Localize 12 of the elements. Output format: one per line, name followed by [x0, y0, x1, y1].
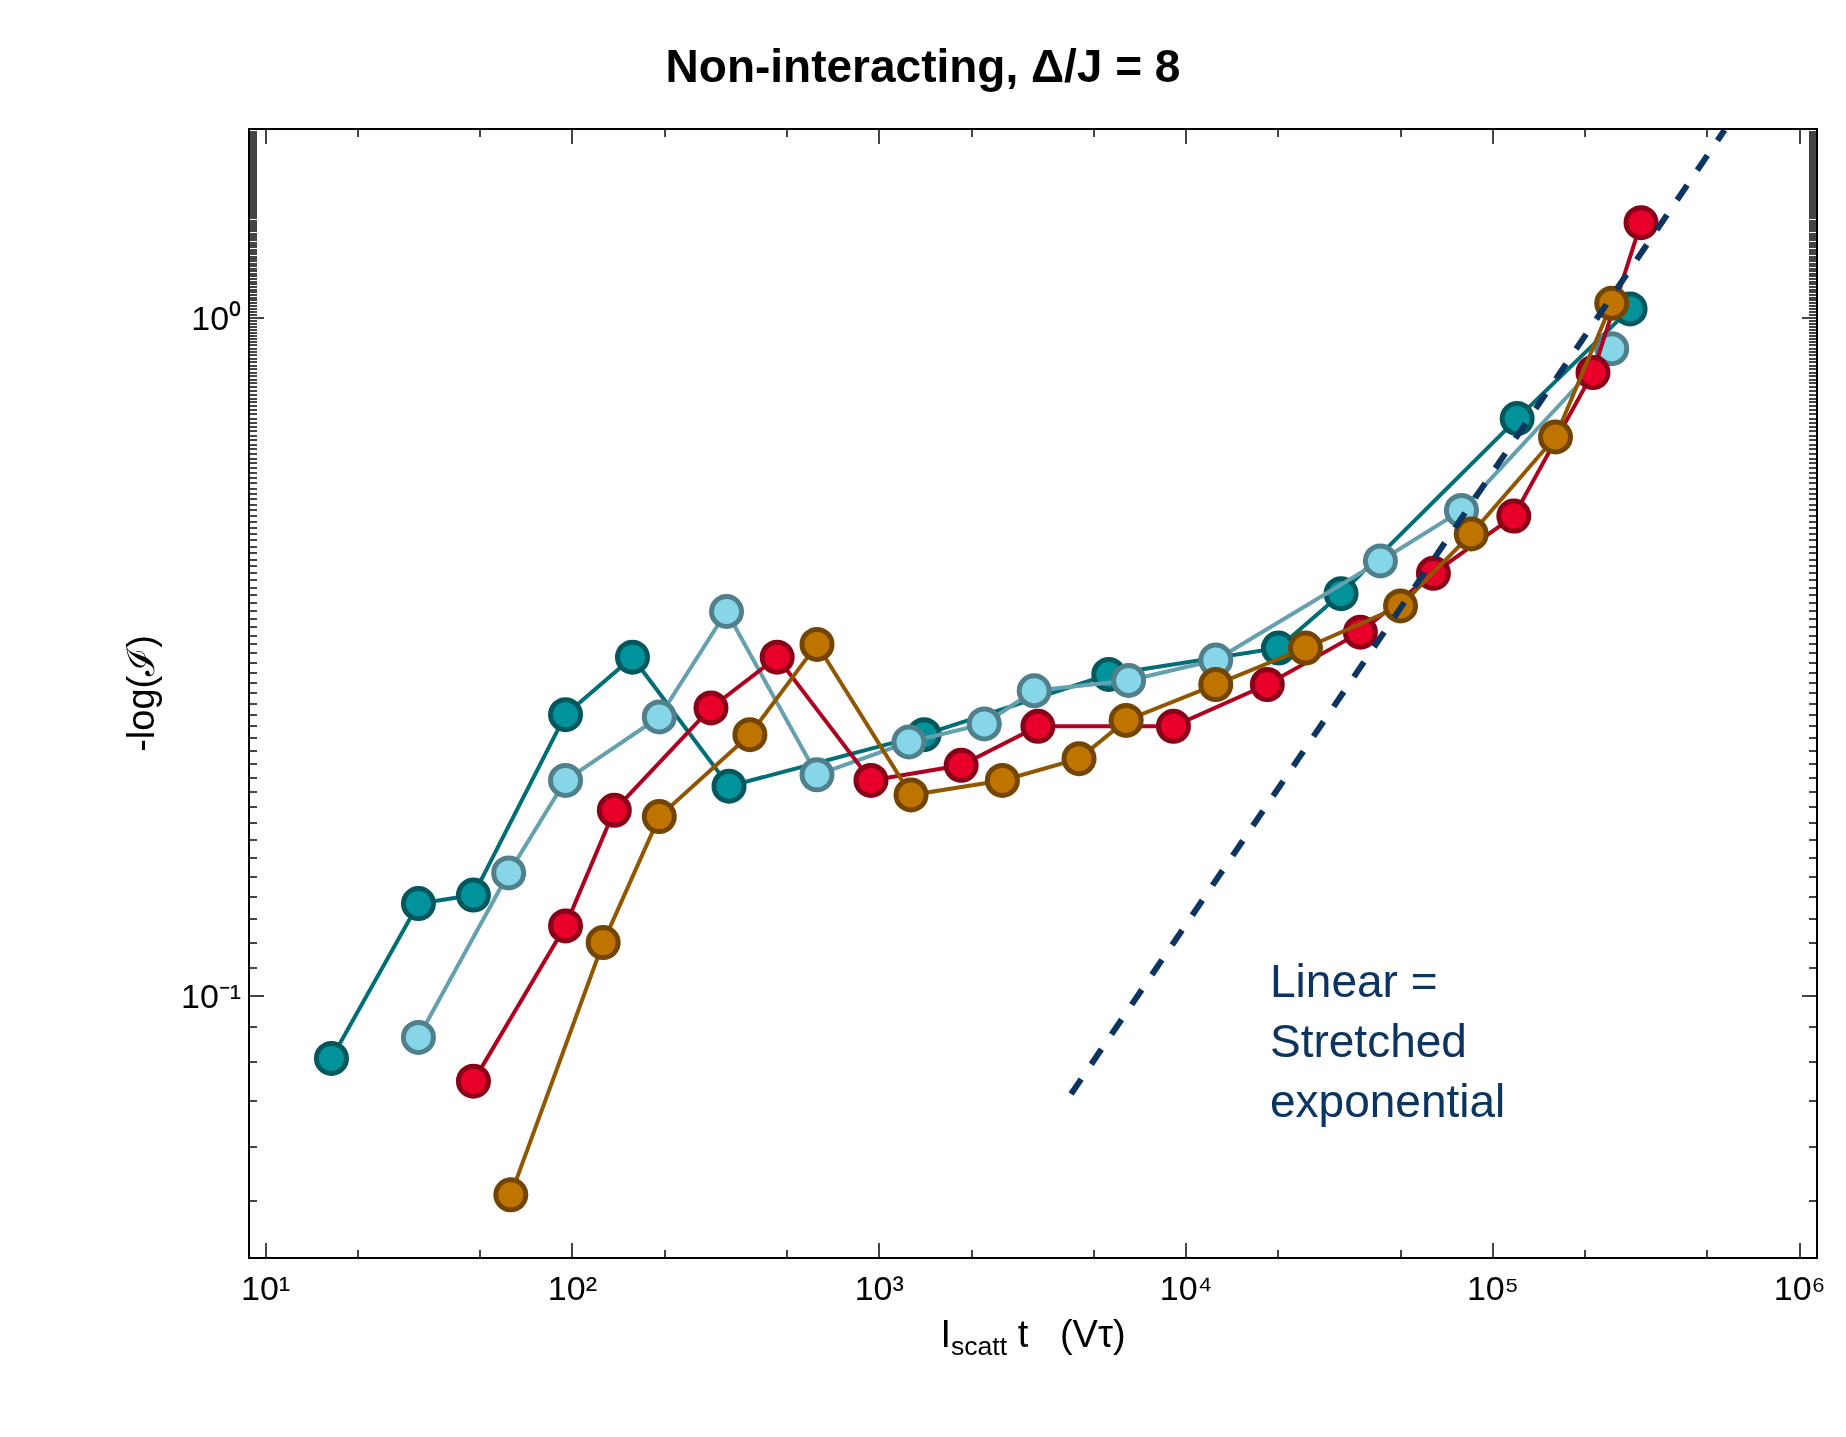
y-axis-title: -log(ℐ) — [119, 635, 162, 752]
chart-title: Non-interacting, Δ/J = 8 — [665, 40, 1181, 93]
x-tick-label: 10² — [547, 1268, 597, 1307]
x-tick-label: 10³ — [854, 1268, 904, 1307]
x-tick-label: 10¹ — [240, 1268, 291, 1307]
x-tick-label: 10⁶ — [1773, 1268, 1826, 1307]
annotation: Linear = Stretched exponential — [1270, 955, 1506, 1127]
x-axis-title: I$_{scatt}$ t (Vτ) — [940, 1313, 1126, 1362]
x-tick-label: 10⁵ — [1466, 1268, 1519, 1307]
x-tick-label: 10⁴ — [1159, 1268, 1213, 1307]
y-tick-label: 10⁻¹ — [181, 977, 242, 1016]
y-tick-label: 10⁰ — [191, 298, 242, 337]
